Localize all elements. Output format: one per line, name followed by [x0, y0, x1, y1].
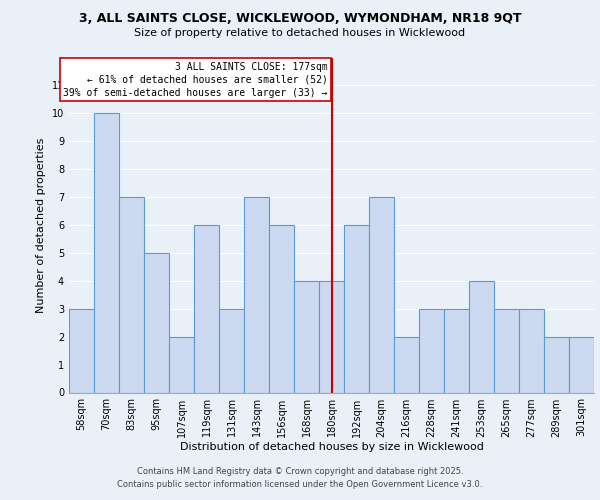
Text: Contains HM Land Registry data © Crown copyright and database right 2025.: Contains HM Land Registry data © Crown c… — [137, 467, 463, 476]
Bar — [94, 114, 119, 392]
Bar — [269, 225, 294, 392]
Bar — [394, 336, 419, 392]
Text: 3, ALL SAINTS CLOSE, WICKLEWOOD, WYMONDHAM, NR18 9QT: 3, ALL SAINTS CLOSE, WICKLEWOOD, WYMONDH… — [79, 12, 521, 26]
Bar — [419, 308, 444, 392]
Bar — [69, 308, 94, 392]
Bar — [544, 336, 569, 392]
X-axis label: Distribution of detached houses by size in Wicklewood: Distribution of detached houses by size … — [179, 442, 484, 452]
Y-axis label: Number of detached properties: Number of detached properties — [37, 138, 46, 312]
Bar — [219, 308, 244, 392]
Bar — [444, 308, 469, 392]
Bar — [169, 336, 194, 392]
Bar — [494, 308, 519, 392]
Bar — [194, 225, 219, 392]
Bar — [469, 281, 494, 392]
Text: 3 ALL SAINTS CLOSE: 177sqm
← 61% of detached houses are smaller (52)
39% of semi: 3 ALL SAINTS CLOSE: 177sqm ← 61% of deta… — [64, 62, 328, 98]
Bar — [244, 197, 269, 392]
Bar — [519, 308, 544, 392]
Text: Size of property relative to detached houses in Wicklewood: Size of property relative to detached ho… — [134, 28, 466, 38]
Bar — [344, 225, 369, 392]
Bar — [569, 336, 594, 392]
Bar — [119, 197, 144, 392]
Bar — [144, 253, 169, 392]
Bar — [294, 281, 319, 392]
Bar — [319, 281, 344, 392]
Bar — [369, 197, 394, 392]
Text: Contains public sector information licensed under the Open Government Licence v3: Contains public sector information licen… — [118, 480, 482, 489]
